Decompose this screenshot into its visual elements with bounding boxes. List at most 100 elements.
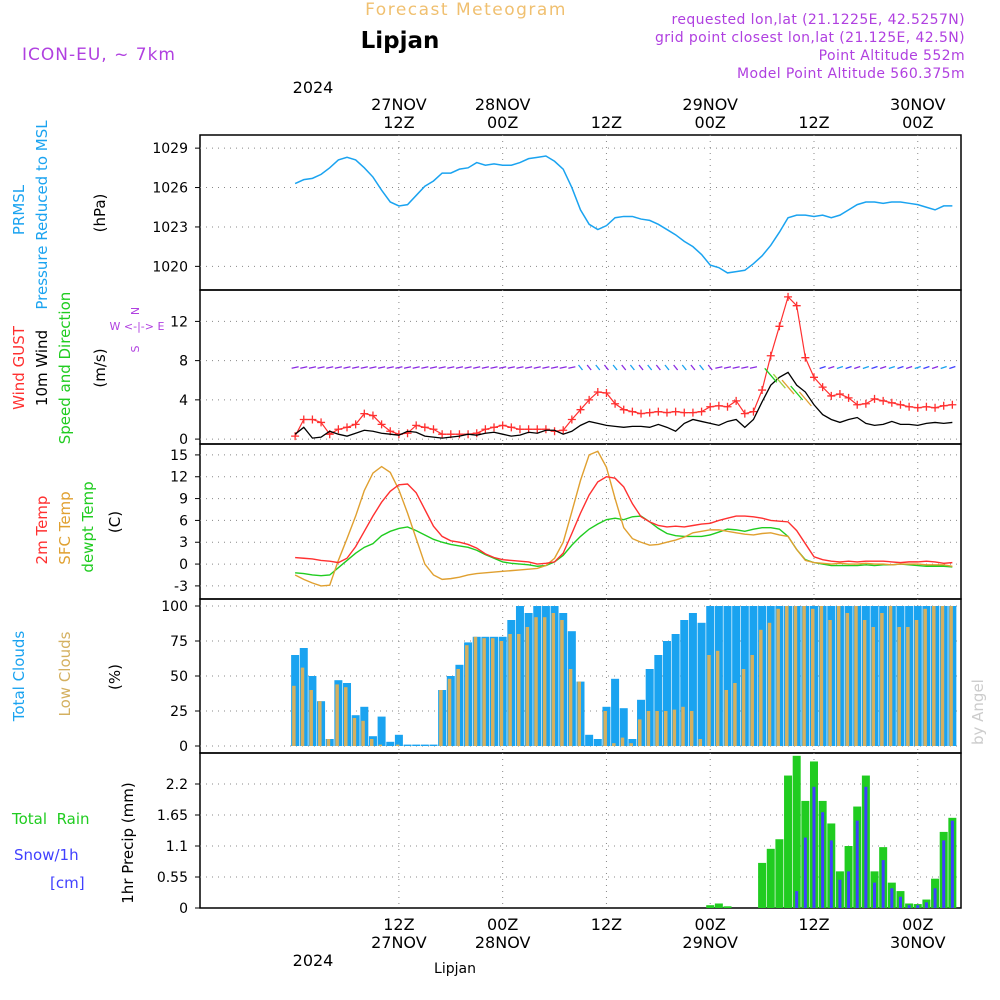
snow-bar	[933, 888, 937, 908]
y-tick-label: 3	[179, 535, 188, 551]
gust-point	[490, 423, 499, 432]
gust-point	[922, 402, 931, 411]
y-tick-label: 100	[161, 599, 188, 615]
y-tick-label: 1020	[152, 259, 188, 275]
y-tick-label: -3	[174, 579, 188, 595]
rain-bar	[792, 755, 801, 908]
precipitation-panel: 0 0.55 1.1 1.65 2.2	[157, 752, 962, 917]
temp-unit: (C)	[106, 511, 124, 533]
gust-point	[611, 399, 620, 408]
gust-point	[905, 402, 914, 411]
gust-point	[671, 407, 680, 416]
low-cloud-bar	[577, 681, 581, 746]
wind-direction-arrow	[507, 366, 515, 369]
gust-point	[334, 425, 343, 434]
total-cloud-bar	[723, 606, 732, 746]
low-cloud-bar	[568, 669, 573, 746]
snow-unit-label: [cm]	[50, 874, 85, 892]
gust-point	[913, 403, 922, 412]
wind-direction-arrow	[647, 364, 653, 371]
gust-point	[758, 386, 767, 395]
y-tick-label: 2.2	[166, 777, 188, 793]
gust-point	[844, 393, 853, 402]
gust-point	[602, 388, 611, 397]
wind-direction-arrow	[828, 365, 835, 370]
gust-point	[887, 398, 896, 407]
gust-point	[654, 407, 663, 416]
wind-direction-arrow	[300, 366, 308, 369]
precip-unit: 1hr Precip (mm)	[119, 782, 137, 903]
low-cloud-bar	[603, 711, 607, 746]
gust-point	[818, 383, 827, 392]
snow-bar	[855, 820, 859, 908]
wind-direction-arrow	[819, 365, 826, 370]
wind-direction-arrow	[542, 366, 550, 369]
low-cloud-bar	[344, 687, 348, 746]
low-cloud-bar	[949, 606, 953, 746]
temp-2m-label: 2m Temp	[33, 496, 51, 565]
wind-direction-arrow	[481, 366, 490, 369]
bottom-date-label: 27NOV	[371, 933, 427, 952]
rain-bar	[714, 903, 723, 908]
gust-point	[948, 400, 957, 409]
wind-direction-arrow	[836, 365, 844, 370]
bottom-hour-label: 12Z	[798, 915, 829, 934]
gust-point	[784, 292, 793, 301]
gust-point	[420, 423, 429, 432]
wind-direction-arrow	[845, 365, 852, 370]
wind-direction-arrow	[854, 365, 861, 370]
gust-point	[749, 407, 758, 416]
wind-direction-arrow	[308, 366, 317, 369]
wind-direction-arrow	[940, 365, 947, 370]
low-cloud-bar	[525, 627, 530, 746]
gust-point	[559, 426, 568, 435]
total-cloud-bar	[403, 744, 412, 746]
gust-point	[438, 430, 447, 439]
wind-direction-arrow	[897, 365, 904, 370]
low-cloud-bar	[750, 655, 754, 746]
y-tick-label: 1026	[152, 181, 188, 197]
gust-point	[403, 429, 412, 438]
y-tick-label: 0	[179, 557, 188, 573]
total-cloud-bar	[377, 716, 386, 746]
wind-direction-arrow	[343, 366, 351, 369]
wind-direction-arrow	[612, 364, 618, 371]
info-point-altitude: Point Altitude 552m	[819, 48, 965, 64]
gust-point	[472, 429, 481, 438]
total-cloud-bar	[697, 622, 706, 746]
bottom-date-label: 30NOV	[890, 933, 946, 952]
wind-direction-arrow	[879, 365, 887, 370]
wind-gust-label: Wind GUST	[10, 325, 28, 410]
gust-point	[688, 408, 697, 417]
wind-direction-arrow	[781, 379, 795, 395]
low-cloud-bar	[888, 606, 893, 746]
gust-point	[827, 391, 836, 400]
wind-direction-arrow	[447, 366, 455, 369]
gust-point	[619, 405, 628, 414]
gust-point	[360, 409, 369, 418]
gust-point	[792, 301, 801, 310]
gust-point	[637, 409, 646, 418]
low-cloud-bar	[845, 613, 850, 746]
low-cloud-bar	[914, 620, 919, 746]
y-tick-label: 1.1	[166, 839, 188, 855]
low-cloud-bar	[309, 690, 313, 746]
top-hour-label: 00Z	[487, 113, 518, 132]
low-cloud-bar	[810, 608, 815, 746]
sfc-temp-line	[294, 450, 953, 587]
wind-direction-arrow	[749, 366, 758, 369]
low-cloud-bar	[508, 634, 512, 746]
gust-point	[740, 409, 749, 418]
temp-sfc-label: SFC Temp	[56, 491, 74, 564]
total-cloud-bar	[654, 655, 663, 746]
info-model-altitude: Model Point Altitude 560.375m	[737, 66, 965, 82]
total-cloud-bar	[671, 634, 680, 746]
compass-rose: N W <-|-> E S	[110, 307, 165, 353]
low-cloud-bar	[767, 622, 772, 746]
gust-point	[723, 402, 732, 411]
pressure-label-msl: Pressure Reduced to MSL	[33, 120, 51, 310]
snow-bar	[821, 812, 825, 908]
gust-point	[697, 407, 706, 416]
gust-point	[515, 425, 524, 434]
wind-direction-arrow	[629, 364, 635, 371]
